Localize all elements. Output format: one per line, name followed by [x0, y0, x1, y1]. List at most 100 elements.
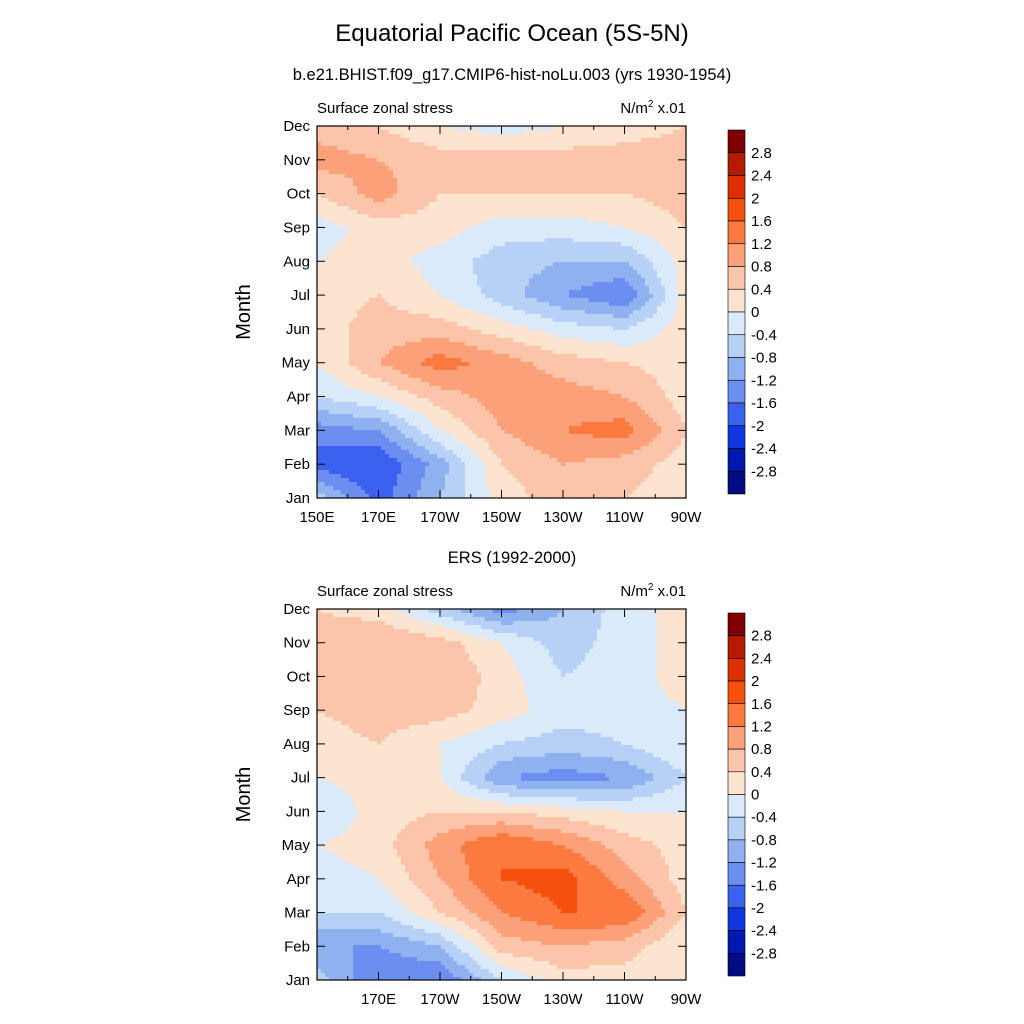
field-cell	[345, 130, 350, 135]
field-cell	[613, 130, 618, 135]
field-cell	[681, 178, 686, 183]
field-cell	[505, 250, 510, 255]
field-cell	[605, 182, 610, 187]
field-cell	[657, 254, 662, 259]
field-cell	[621, 154, 626, 159]
field-cell	[513, 214, 518, 219]
field-cell	[473, 318, 478, 323]
field-cell	[653, 214, 658, 219]
field-cell	[573, 258, 578, 263]
field-cell	[501, 126, 506, 131]
field-cell	[437, 230, 442, 235]
field-cell	[605, 246, 610, 251]
field-cell	[509, 278, 514, 283]
field-cell	[317, 186, 322, 191]
field-cell	[597, 154, 602, 159]
field-cell	[449, 150, 454, 155]
field-cell	[561, 250, 566, 255]
field-cell	[621, 282, 626, 287]
field-cell	[529, 198, 534, 203]
field-cell	[369, 234, 374, 239]
field-cell	[545, 322, 550, 327]
field-cell	[669, 230, 674, 235]
field-cell	[573, 198, 578, 203]
field-cell	[553, 338, 558, 343]
field-cell	[317, 278, 322, 283]
field-cell	[569, 162, 574, 167]
field-cell	[425, 270, 430, 275]
field-cell	[593, 258, 598, 263]
field-cell	[641, 190, 646, 195]
field-cell	[557, 286, 562, 291]
field-cell	[509, 210, 514, 215]
field-cell	[401, 286, 406, 291]
field-cell	[509, 190, 514, 195]
field-cell	[549, 338, 554, 343]
field-cell	[573, 154, 578, 159]
field-cell	[421, 218, 426, 223]
field-cell	[365, 170, 370, 175]
field-cell	[513, 178, 518, 183]
field-cell	[477, 226, 482, 231]
field-cell	[645, 258, 650, 263]
field-cell	[345, 194, 350, 199]
field-cell	[349, 242, 354, 247]
field-cell	[509, 206, 514, 211]
field-cell	[397, 126, 402, 131]
field-cell	[629, 138, 634, 143]
field-cell	[673, 322, 678, 327]
field-cell	[509, 254, 514, 259]
field-cell	[409, 178, 414, 183]
field-cell	[517, 178, 522, 183]
field-cell	[577, 130, 582, 135]
field-cell	[457, 338, 462, 343]
field-cell	[485, 306, 490, 311]
field-cell	[601, 178, 606, 183]
field-cell	[353, 222, 358, 227]
field-cell	[433, 178, 438, 183]
field-cell	[561, 258, 566, 263]
field-cell	[497, 318, 502, 323]
field-cell	[677, 266, 682, 271]
field-cell	[477, 134, 482, 139]
field-cell	[485, 126, 490, 131]
field-cell	[537, 294, 542, 299]
field-cell	[461, 322, 466, 327]
field-cell	[625, 154, 630, 159]
field-cell	[669, 294, 674, 299]
field-cell	[377, 322, 382, 327]
field-cell	[669, 142, 674, 147]
field-cell	[397, 250, 402, 255]
field-cell	[561, 230, 566, 235]
field-cell	[393, 206, 398, 211]
field-cell	[489, 274, 494, 279]
field-cell	[349, 130, 354, 135]
field-cell	[513, 254, 518, 259]
field-cell	[613, 306, 618, 311]
field-cell	[437, 286, 442, 291]
field-cell	[641, 330, 646, 335]
field-cell	[585, 214, 590, 219]
field-cell	[553, 270, 558, 275]
field-cell	[357, 230, 362, 235]
field-cell	[609, 310, 614, 315]
field-cell	[493, 318, 498, 323]
field-cell	[489, 222, 494, 227]
field-cell	[329, 234, 334, 239]
field-cell	[541, 318, 546, 323]
field-cell	[373, 206, 378, 211]
field-cell	[493, 130, 498, 135]
field-cell	[581, 214, 586, 219]
field-cell	[357, 262, 362, 267]
field-cell	[605, 274, 610, 279]
field-cell	[333, 274, 338, 279]
field-cell	[389, 270, 394, 275]
field-cell	[445, 270, 450, 275]
field-cell	[529, 250, 534, 255]
field-cell	[417, 170, 422, 175]
field-cell	[405, 230, 410, 235]
field-cell	[653, 298, 658, 303]
field-cell	[377, 174, 382, 179]
field-cell	[649, 126, 654, 131]
field-cell	[441, 222, 446, 227]
